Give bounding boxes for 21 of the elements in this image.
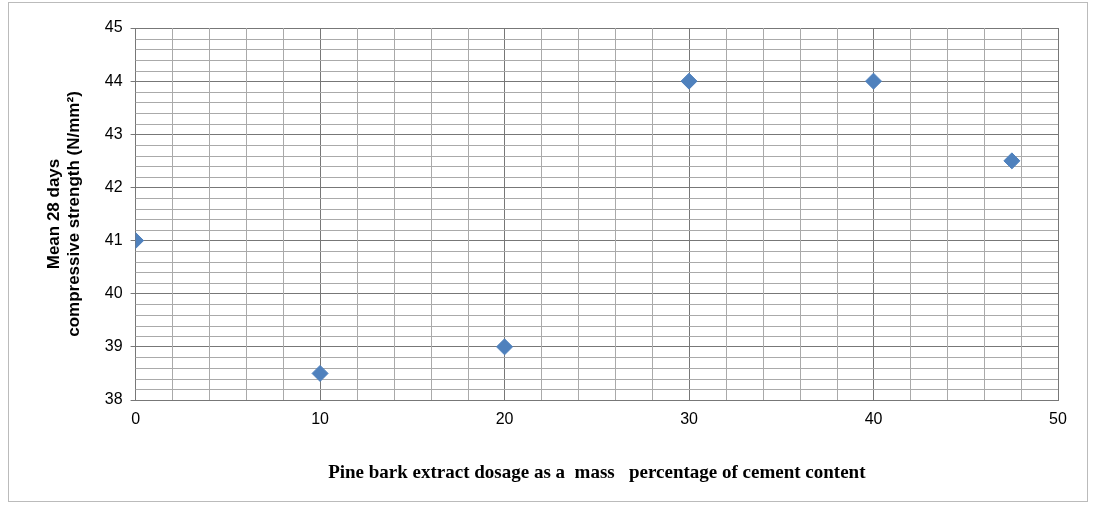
- y-tick-label: 44: [104, 71, 123, 89]
- point: [1003, 152, 1021, 170]
- x-tick-label: 40: [864, 410, 883, 428]
- y-tick-label: 39: [104, 337, 123, 355]
- x-tick-label: 50: [1049, 410, 1067, 428]
- y-axis-title: Mean 28 days compressive strength (N/mm²): [43, 91, 84, 337]
- x-tick-label: 10: [311, 410, 330, 428]
- y-tick-label: 41: [104, 230, 123, 248]
- y-tick-label: 42: [104, 177, 123, 195]
- point: [496, 338, 514, 356]
- y-tick-label: 40: [104, 284, 123, 302]
- y-tick-label: 45: [104, 18, 123, 36]
- x-axis-title: Pine bark extract dosage as a mass percentage of cement content: [328, 460, 867, 482]
- y-tick-label: 43: [104, 124, 123, 142]
- x-tick-label: 30: [680, 410, 699, 428]
- x-tick-label: 0: [131, 410, 141, 428]
- y-tick-label: 38: [104, 390, 123, 408]
- x-tick-label: 20: [495, 410, 514, 428]
- point: [680, 72, 698, 90]
- point: [865, 72, 883, 90]
- point: [311, 364, 329, 382]
